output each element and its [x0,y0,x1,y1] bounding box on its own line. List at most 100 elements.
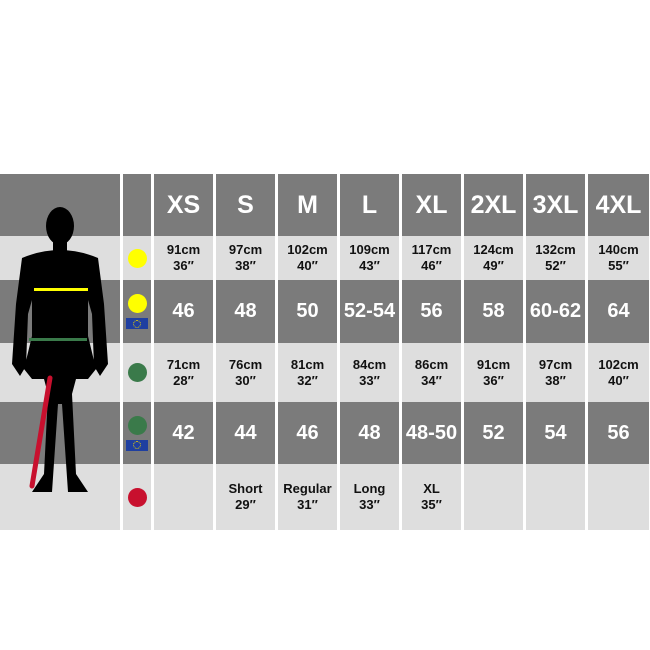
inside-leg-dot-icon [127,487,147,507]
cell-value: 43″ [359,258,380,273]
eu-flag-icon [126,318,148,329]
cell-value: 46 [296,421,319,444]
figure-cell [0,402,120,464]
table-cell: 109cm 43″ [340,236,399,280]
table-cell: 48 [216,280,275,343]
table-cell: 44 [216,402,275,464]
cell-value: 38″ [545,372,566,388]
cell-value: 86cm [414,356,449,372]
cell-value: 46 [172,300,195,322]
cell-value: 31″ [297,497,318,512]
cell-value: 132cm [535,242,576,257]
measurement-icon-cell [123,464,151,530]
cell-value: 91cm [166,242,201,257]
measurement-icon-cell [123,236,151,280]
cell-value: 102cm [598,356,639,372]
chest-dot-icon [127,248,147,268]
chest-line [34,288,88,291]
cell-value: 48 [234,300,257,322]
cell-value: 35″ [421,497,442,512]
cell-value: 140cm [598,242,639,257]
cell-value: 42 [172,421,195,444]
cell-value: 60-62 [529,300,582,322]
figure-cell [0,464,120,530]
table-cell: XL 35″ [402,464,461,530]
waist-dot-icon [127,363,147,382]
cell-value: 33″ [359,372,380,388]
cell-value: 56 [607,421,630,444]
cell-value: 64 [607,300,630,322]
table-cell: 102cm 40″ [588,343,649,402]
table-cell: 46 [154,280,213,343]
cell-value: 30″ [235,372,256,388]
cell-value: 117cm [411,242,452,257]
size-header-l: L [340,174,399,236]
cell-value: 32″ [297,372,318,388]
table-cell: 117cm 46″ [402,236,461,280]
cell-value: 46″ [421,258,442,273]
table-cell [154,464,213,530]
cell-value: 84cm [352,356,387,372]
cell-value: 36″ [173,258,194,273]
table-cell: 97cm 38″ [526,343,585,402]
cell-value: 36″ [483,372,504,388]
table-cell: 86cm 34″ [402,343,461,402]
waist-dot-icon [127,415,147,435]
icon-header-cell [123,174,151,236]
cell-value: 91cm [476,356,511,372]
table-cell [464,464,523,530]
table-cell: 76cm 30″ [216,343,275,402]
cell-value: 124cm [473,242,514,257]
measurement-icon-cell [123,280,151,343]
table-cell: 84cm 33″ [340,343,399,402]
cell-value: 33″ [359,497,380,512]
cell-value: 28″ [173,372,194,388]
cell-value: 102cm [287,242,328,257]
table-cell: 97cm 38″ [216,236,275,280]
cell-value: 34″ [421,372,442,388]
eu-flag-icon [126,439,148,451]
size-chart-table: XS S M L XL 2XL 3XL 4XL 91cm 36″ 97cm 38″ 102cm 40″ 10… [0,174,650,530]
table-cell: 64 [588,280,649,343]
table-cell: 132cm 52″ [526,236,585,280]
cell-value: 29″ [235,497,256,512]
measurement-icon-cell [123,343,151,402]
cell-value: XL [423,481,440,496]
table-cell: 50 [278,280,337,343]
chest-dot-icon [127,294,147,313]
table-cell: 60-62 [526,280,585,343]
cell-value: 55″ [608,258,629,273]
size-header-2xl: 2XL [464,174,523,236]
cell-value: 48 [358,421,381,444]
cell-value: 40″ [297,258,318,273]
table-cell: Short 29″ [216,464,275,530]
cell-value: 52 [482,421,505,444]
cell-value: 54 [544,421,567,444]
table-cell: 48-50 [402,402,461,464]
table-cell: 54 [526,402,585,464]
cell-value: Regular [283,481,332,496]
cell-value: 97cm [538,356,573,372]
table-cell: 91cm 36″ [464,343,523,402]
cell-value: 52-54 [343,300,396,322]
table-cell: 140cm 55″ [588,236,649,280]
size-header-xl: XL [402,174,461,236]
table-cell: 46 [278,402,337,464]
body-silhouette-figure [12,207,108,492]
size-header-4xl: 4XL [588,174,649,236]
cell-value: 50 [296,300,319,322]
cell-value: 81cm [290,356,325,372]
table-cell: 52-54 [340,280,399,343]
table-cell: 56 [588,402,649,464]
cell-value: 40″ [608,372,629,388]
table-cell: 91cm 36″ [154,236,213,280]
cell-value: 58 [482,300,505,322]
cell-value: 56 [420,300,443,322]
cell-value: 109cm [349,242,390,257]
table-cell: Long 33″ [340,464,399,530]
table-cell: Regular 31″ [278,464,337,530]
cell-value: Short [228,481,263,496]
cell-value: 38″ [235,258,256,273]
cell-value: 52″ [545,258,566,273]
cell-value: 76cm [228,356,263,372]
